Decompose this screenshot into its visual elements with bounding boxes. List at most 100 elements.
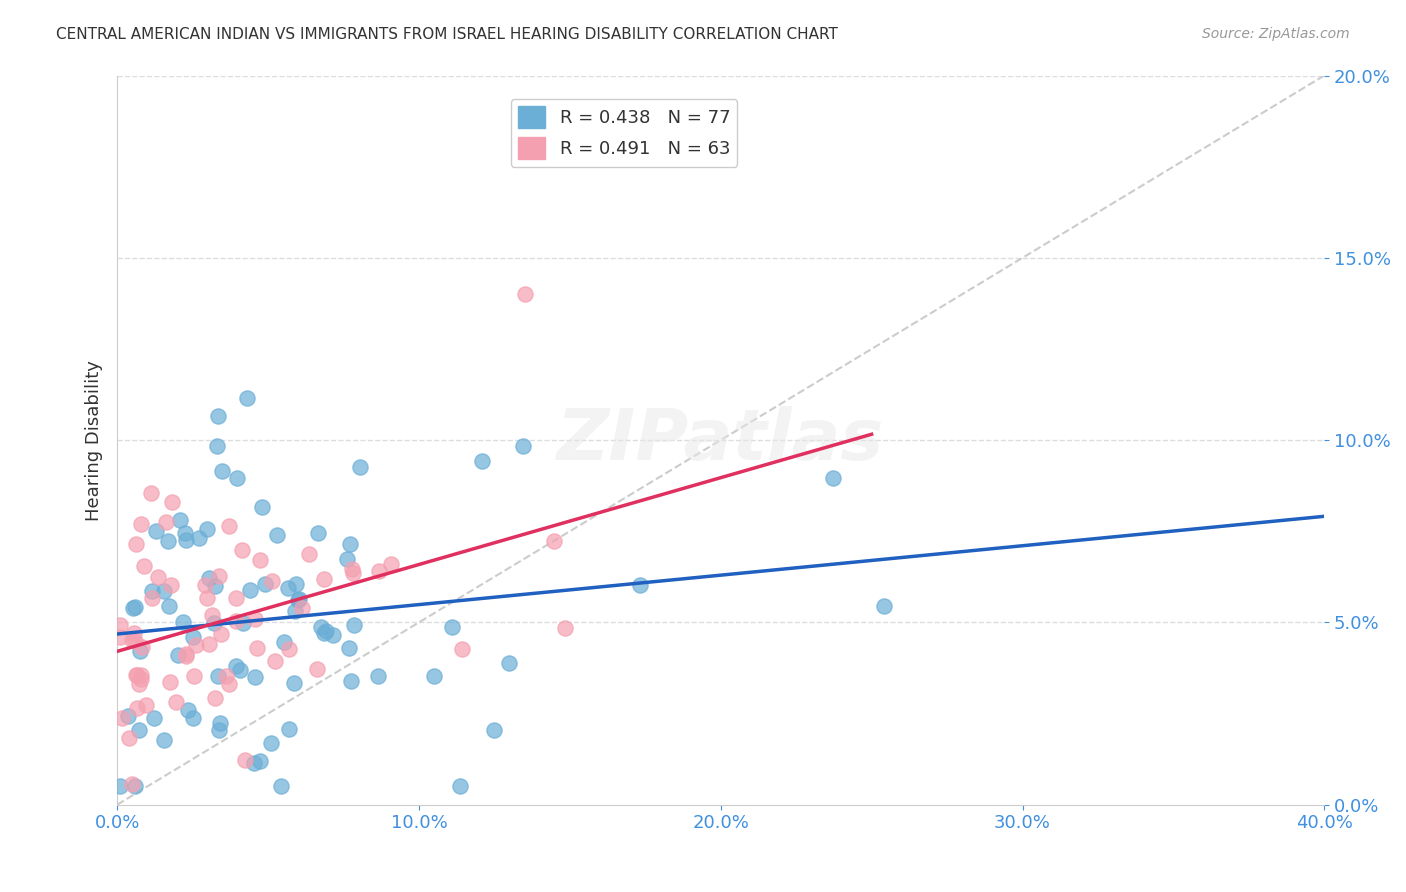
Central American Indians: [449, 780, 471, 794]
Immigrants from Israel: [160, 578, 183, 592]
Central American Indians: [205, 439, 228, 453]
Immigrants from Israel: [231, 543, 253, 558]
Immigrants from Israel: [135, 698, 157, 712]
Immigrants from Israel: [155, 515, 177, 529]
Central American Indians: [207, 409, 229, 423]
Central American Indians: [181, 630, 204, 644]
Immigrants from Israel: [139, 485, 162, 500]
Central American Indians: [122, 600, 145, 615]
Immigrants from Israel: [249, 553, 271, 567]
Immigrants from Israel: [543, 533, 565, 548]
Immigrants from Israel: [198, 637, 221, 651]
Immigrants from Israel: [111, 711, 134, 725]
Central American Indians: [153, 584, 176, 599]
Immigrants from Israel: [215, 669, 238, 683]
Central American Indians: [124, 599, 146, 614]
Immigrants from Israel: [450, 641, 472, 656]
Central American Indians: [273, 634, 295, 648]
Immigrants from Israel: [312, 573, 335, 587]
Immigrants from Israel: [243, 612, 266, 626]
Central American Indians: [152, 733, 174, 747]
Immigrants from Israel: [278, 642, 301, 657]
Immigrants from Israel: [128, 676, 150, 690]
Immigrants from Israel: [108, 618, 131, 632]
Immigrants from Israel: [124, 634, 146, 648]
Immigrants from Israel: [225, 591, 247, 605]
Central American Indians: [117, 709, 139, 723]
Central American Indians: [177, 703, 200, 717]
Central American Indians: [283, 676, 305, 690]
Immigrants from Israel: [262, 574, 284, 589]
Central American Indians: [278, 722, 301, 736]
Central American Indians: [284, 576, 307, 591]
Immigrants from Israel: [127, 667, 149, 681]
Central American Indians: [141, 583, 163, 598]
Immigrants from Israel: [159, 675, 181, 690]
Immigrants from Israel: [129, 667, 152, 681]
Immigrants from Israel: [218, 677, 240, 691]
Central American Indians: [314, 626, 336, 640]
Central American Indians: [235, 391, 257, 405]
Immigrants from Israel: [246, 640, 269, 655]
Central American Indians: [423, 669, 446, 683]
Immigrants from Israel: [201, 607, 224, 622]
Immigrants from Israel: [174, 647, 197, 661]
Central American Indians: [225, 659, 247, 673]
Central American Indians: [243, 756, 266, 770]
Central American Indians: [129, 643, 152, 657]
Central American Indians: [253, 577, 276, 591]
Immigrants from Israel: [194, 578, 217, 592]
Immigrants from Israel: [298, 547, 321, 561]
Central American Indians: [440, 620, 463, 634]
Immigrants from Israel: [554, 621, 576, 635]
Central American Indians: [176, 533, 198, 547]
Immigrants from Israel: [208, 568, 231, 582]
Central American Indians: [309, 620, 332, 634]
Immigrants from Israel: [162, 495, 184, 509]
Central American Indians: [336, 551, 359, 566]
Central American Indians: [108, 780, 131, 794]
Central American Indians: [873, 599, 896, 614]
Central American Indians: [512, 439, 534, 453]
Central American Indians: [287, 593, 309, 607]
Central American Indians: [367, 669, 389, 683]
Central American Indians: [260, 736, 283, 750]
Central American Indians: [229, 663, 252, 677]
Immigrants from Israel: [218, 519, 240, 533]
Central American Indians: [284, 604, 307, 618]
Central American Indians: [195, 522, 218, 536]
Legend: R = 0.438   N = 77, R = 0.491   N = 63: R = 0.438 N = 77, R = 0.491 N = 63: [510, 99, 738, 167]
Central American Indians: [145, 524, 167, 538]
Central American Indians: [124, 780, 146, 794]
Immigrants from Israel: [141, 591, 163, 605]
Central American Indians: [187, 531, 209, 545]
Immigrants from Israel: [129, 672, 152, 686]
Central American Indians: [498, 657, 520, 671]
Central American Indians: [484, 723, 506, 737]
Immigrants from Israel: [121, 777, 143, 791]
Central American Indians: [288, 591, 311, 606]
Immigrants from Israel: [368, 564, 391, 578]
Immigrants from Israel: [342, 566, 364, 581]
Central American Indians: [628, 577, 651, 591]
Central American Indians: [349, 459, 371, 474]
Immigrants from Israel: [131, 640, 153, 654]
Immigrants from Israel: [186, 639, 208, 653]
Central American Indians: [239, 583, 262, 598]
Central American Indians: [208, 723, 231, 738]
Central American Indians: [266, 527, 288, 541]
Immigrants from Israel: [291, 600, 314, 615]
Immigrants from Israel: [209, 626, 232, 640]
Immigrants from Israel: [165, 695, 187, 709]
Central American Indians: [470, 454, 492, 468]
Central American Indians: [339, 537, 361, 551]
Immigrants from Israel: [233, 753, 256, 767]
Immigrants from Israel: [118, 731, 141, 745]
Immigrants from Israel: [125, 701, 148, 715]
Central American Indians: [156, 534, 179, 549]
Central American Indians: [174, 526, 197, 541]
Central American Indians: [204, 579, 226, 593]
Central American Indians: [181, 711, 204, 725]
Central American Indians: [270, 780, 292, 794]
Immigrants from Israel: [183, 669, 205, 683]
